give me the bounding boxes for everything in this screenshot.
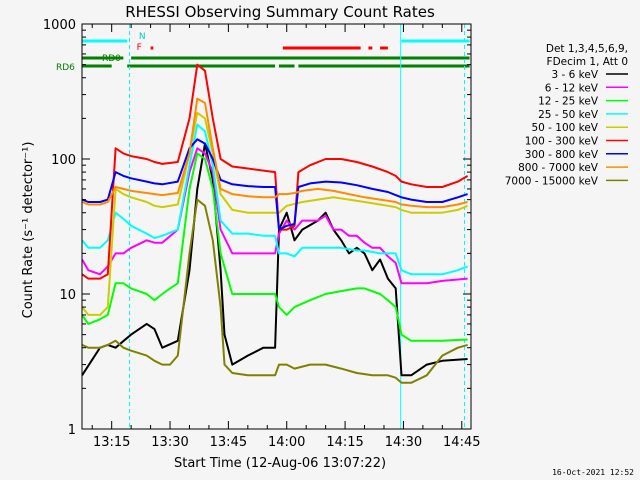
- x-axis-label: Start Time (12-Aug-06 13:07:22): [174, 456, 386, 471]
- series-line-8: [81, 198, 468, 384]
- flag-label-n: N: [139, 32, 146, 42]
- series-line-6: [81, 138, 468, 231]
- legend-label-8: 7000 - 15000 keV: [505, 175, 599, 187]
- series-line-5: [81, 63, 469, 280]
- x-tick-label: 14:45: [443, 435, 480, 450]
- plot-frame: [81, 23, 472, 430]
- series-line-2: [81, 152, 468, 342]
- y-tick-label: 10: [59, 288, 76, 303]
- x-tick-label: 14:00: [268, 435, 305, 450]
- legend-label-4: 50 - 100 keV: [531, 122, 598, 134]
- y-tick-label: 1: [68, 423, 76, 438]
- legend-label-6: 300 - 800 keV: [525, 149, 599, 161]
- legend-label-0: 3 - 6 keV: [551, 69, 598, 81]
- axes: 1 10 100 1000 13:15 13:30 13:45 14:00 14:15 14:30…: [43, 18, 481, 450]
- legend-header: Det 1,3,4,5,6,9,: [546, 43, 628, 55]
- x-tick-label: 13:30: [151, 435, 188, 450]
- y-axis-label: Count Rate (s⁻¹ detector⁻¹): [21, 142, 36, 319]
- x-tick-label: 13:45: [210, 435, 247, 450]
- legend-label-1: 6 - 12 keV: [545, 82, 599, 94]
- flag-label-rd0: RD0: [102, 54, 121, 64]
- series-line-1: [81, 147, 468, 285]
- flag-label-rd6: RD6: [56, 63, 75, 73]
- series-line-3: [81, 123, 468, 276]
- series-lines: [81, 63, 469, 384]
- flag-label-f: F: [137, 43, 142, 53]
- legend-label-5: 100 - 300 keV: [525, 136, 599, 148]
- x-tick-label: 14:30: [385, 435, 422, 450]
- series-line-7: [81, 97, 468, 209]
- legend-label-7: 800 - 7000 keV: [518, 162, 599, 174]
- chart-title: RHESSI Observing Summary Count Rates: [125, 3, 435, 21]
- timestamp-footer: 16-Oct-2021 12:52: [552, 468, 634, 477]
- x-tick-label: 13:15: [93, 435, 130, 450]
- observing-flag-bars: NF RD0 RD6: [56, 32, 470, 73]
- legend-label-3: 25 - 50 keV: [538, 109, 599, 121]
- legend: Det 1,3,4,5,6,9,FDecim 1, Att 03 - 6 keV…: [505, 43, 628, 187]
- legend-header: FDecim 1, Att 0: [547, 56, 628, 68]
- y-tick-label: 1000: [43, 18, 76, 33]
- series-line-4: [81, 111, 468, 316]
- y-tick-label: 100: [51, 153, 76, 168]
- x-tick-label: 14:15: [326, 435, 363, 450]
- legend-label-2: 12 - 25 keV: [538, 96, 599, 108]
